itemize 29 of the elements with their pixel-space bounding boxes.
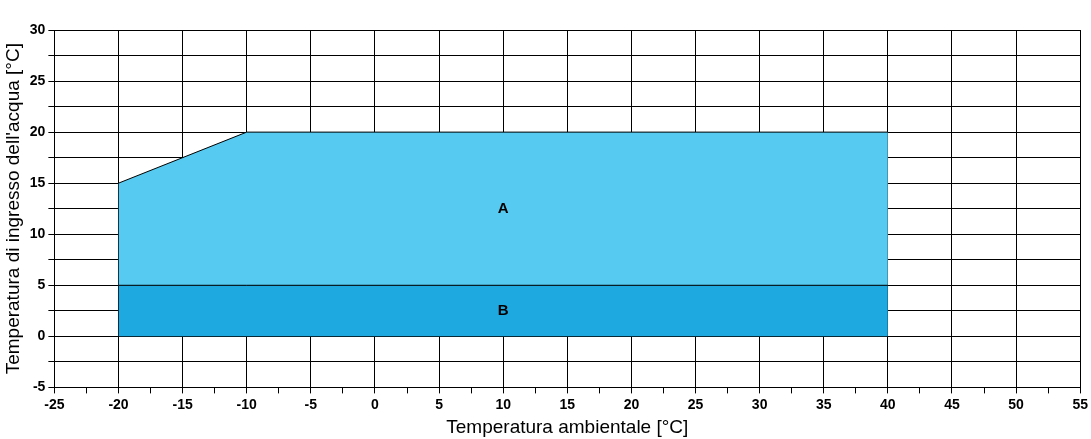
x-tick-label: 35 <box>815 395 832 412</box>
x-tick-label: -25 <box>44 395 65 412</box>
x-tick-label: 25 <box>687 395 704 412</box>
y-tick-label: 25 <box>29 71 46 88</box>
x-tick-label: -15 <box>172 395 193 412</box>
x-axis-title: Temperatura ambientale [°C] <box>446 415 689 437</box>
y-tick-label: 20 <box>29 122 46 139</box>
x-tick-label: 10 <box>495 395 512 412</box>
y-tick-label: 30 <box>29 20 46 37</box>
x-tick-label: 20 <box>623 395 640 412</box>
x-tick-label: 45 <box>944 395 960 412</box>
x-tick-label: 5 <box>435 395 444 412</box>
x-tick-label: 40 <box>880 395 896 412</box>
y-axis-title: Temperatura di ingresso dell'acqua [°C] <box>1 43 23 375</box>
y-tick-label: 15 <box>29 174 46 191</box>
y-tick-label: 10 <box>29 225 46 242</box>
x-tick-label: -5 <box>304 395 318 412</box>
x-tick-label: -10 <box>236 395 258 412</box>
x-tick-label: 55 <box>1072 395 1089 412</box>
series-label: B <box>497 300 509 318</box>
series-label: A <box>497 198 509 216</box>
y-tick-label: -5 <box>32 378 46 395</box>
x-tick-label: 50 <box>1008 395 1025 412</box>
x-tick-label: 15 <box>559 395 576 412</box>
y-tick-label: 5 <box>37 276 46 293</box>
x-tick-label: 0 <box>371 395 380 412</box>
y-tick-label: 0 <box>37 327 46 344</box>
x-tick-label: -20 <box>108 395 129 412</box>
x-tick-label: 30 <box>751 395 768 412</box>
